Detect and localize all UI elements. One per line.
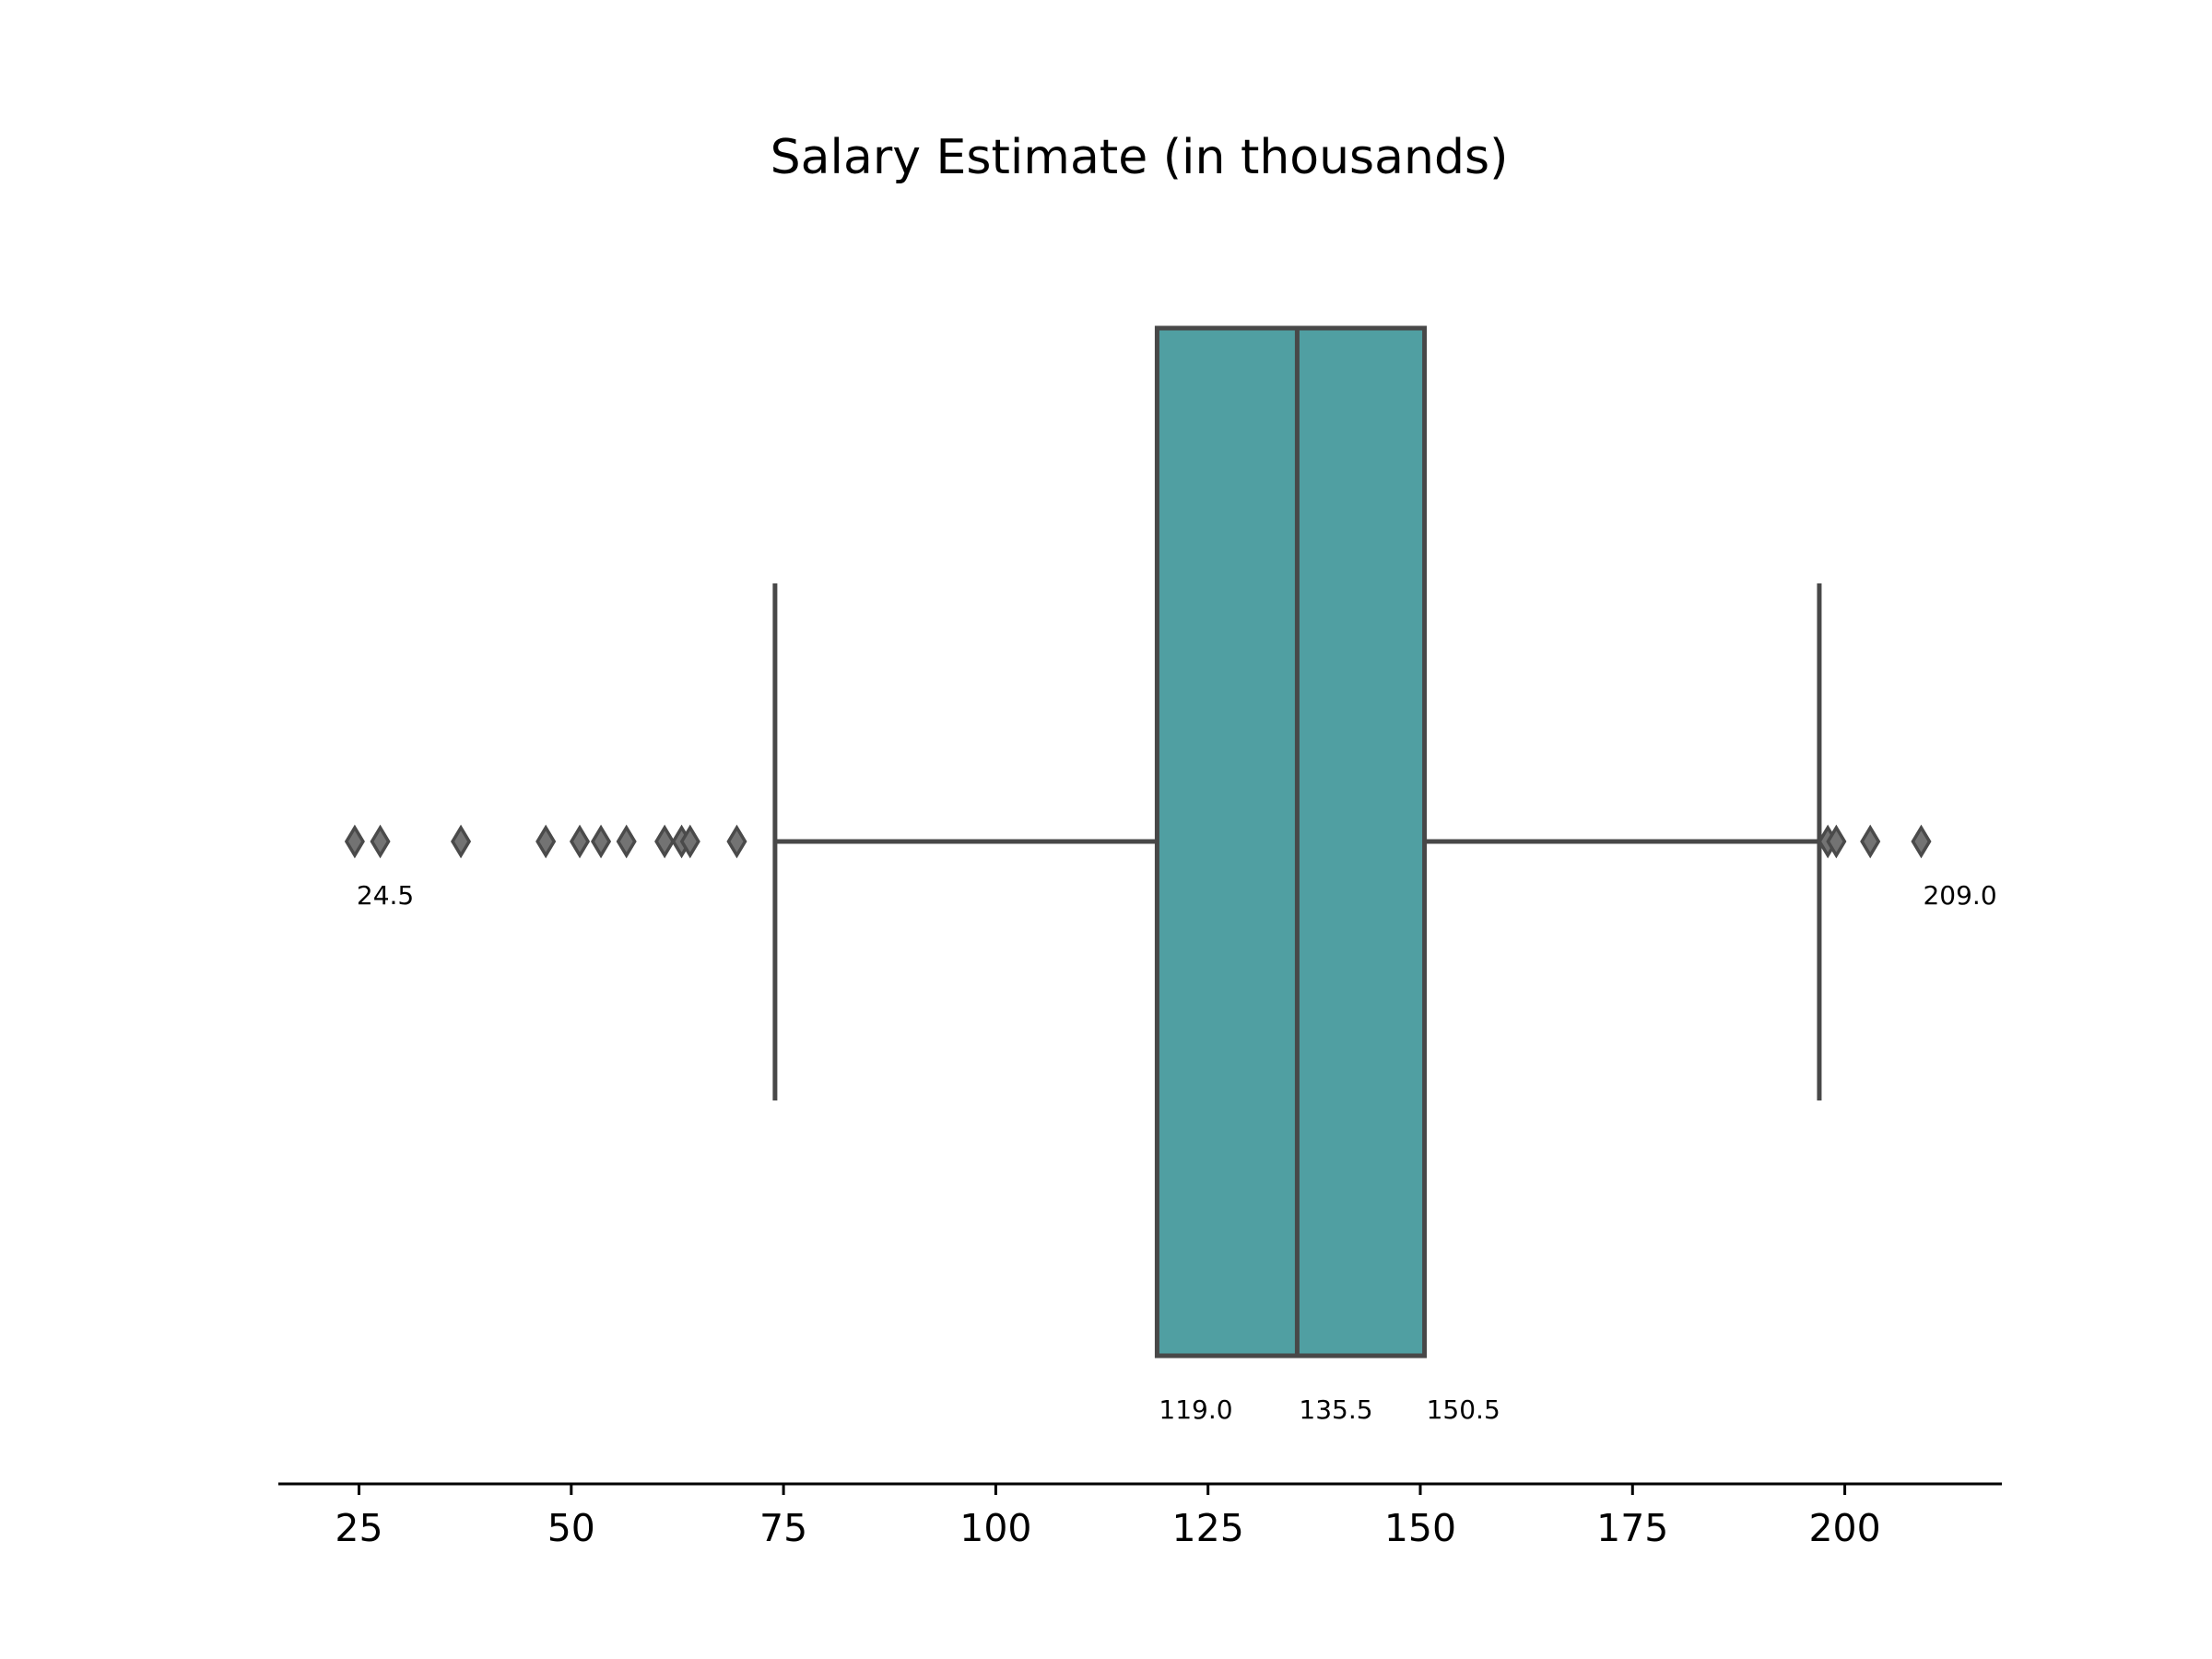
data-labels: 24.5 209.0 119.0 135.5 150.5 <box>357 880 1997 1425</box>
outlier-point <box>1911 824 1932 859</box>
data-label: 24.5 <box>357 880 414 911</box>
outlier-point <box>569 824 591 859</box>
outlier-point <box>679 824 700 859</box>
outlier-point <box>654 824 676 859</box>
outlier-point <box>1826 824 1847 859</box>
data-label: 150.5 <box>1427 1394 1500 1425</box>
x-tick-label: 100 <box>959 1506 1031 1550</box>
x-tick-label: 50 <box>547 1506 595 1550</box>
data-label: 209.0 <box>1923 880 1996 911</box>
outlier-point <box>726 824 747 859</box>
x-tick-label: 175 <box>1596 1506 1668 1550</box>
outlier-point <box>370 824 391 859</box>
iqr-box <box>1154 325 1428 1359</box>
chart-title: Salary Estimate (in thousands) <box>771 130 1509 185</box>
outlier-point <box>535 824 557 859</box>
outlier-point <box>616 824 637 859</box>
data-label: 119.0 <box>1159 1394 1232 1425</box>
x-tick-label: 75 <box>759 1506 807 1550</box>
box <box>1154 325 1428 1359</box>
x-tick-label: 125 <box>1172 1506 1244 1550</box>
x-axis: 25 50 75 100 125 150 175 200 <box>278 1482 2002 1550</box>
outliers <box>344 824 1932 859</box>
x-tick-label: 150 <box>1384 1506 1456 1550</box>
outlier-point <box>1860 824 1881 859</box>
x-tick-label: 200 <box>1808 1506 1880 1550</box>
x-tick-label: 25 <box>335 1506 382 1550</box>
data-label: 135.5 <box>1299 1394 1372 1425</box>
outlier-point <box>344 824 365 859</box>
outlier-point <box>451 824 472 859</box>
outlier-point <box>591 824 612 859</box>
